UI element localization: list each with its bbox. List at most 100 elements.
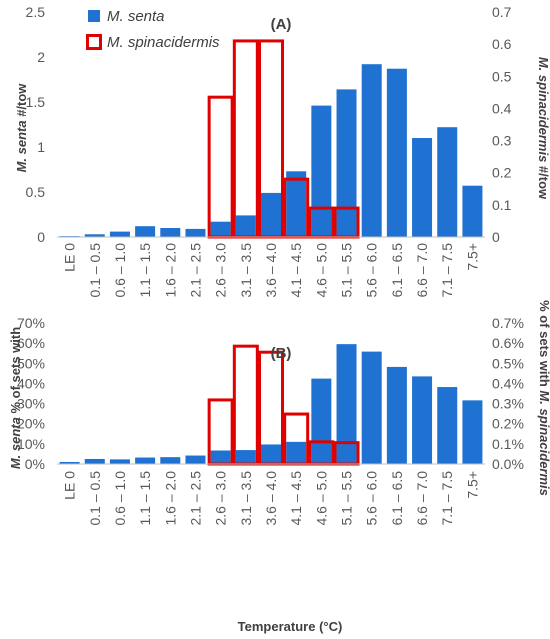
panel-a-right-axis-title-species: M. spinacidermis: [536, 57, 550, 162]
x-tick-label: 5.6 – 6.0: [364, 471, 380, 526]
x-tick-label: 4.1 – 4.5: [288, 243, 304, 298]
left-tick-label: 30%: [17, 396, 45, 412]
right-tick-label: 0.7%: [492, 315, 524, 331]
panel-b-x-ticks: LE 0 0.1 – 0.5 0.6 – 1.0 1.1 – 1.5 1.6 – 2.0…: [62, 471, 481, 526]
x-tick-label: 4.1 – 4.5: [288, 471, 304, 526]
panel-a-right-axis-title-unit: #/tow: [536, 162, 550, 200]
panel-a-left-axis-title-unit: #/tow: [14, 83, 29, 121]
legend-label-senta: M. senta: [107, 8, 165, 25]
left-tick-label: 10%: [17, 436, 45, 452]
bar-senta: [235, 450, 256, 464]
x-tick-label: 0.1 – 0.5: [87, 243, 103, 298]
x-tick-label: 2.6 – 3.0: [213, 471, 229, 526]
panel-b-left-ticks: 0% 10% 20% 30% 40% 50% 60% 70%: [17, 315, 45, 472]
x-tick-label: 3.1 – 3.5: [238, 243, 254, 298]
x-tick-label: 3.6 – 4.0: [263, 471, 279, 526]
left-tick-label: 2: [37, 49, 45, 65]
right-tick-label: 0.5: [492, 68, 512, 84]
panel-b-left-axis-title: M. senta % of sets with: [8, 327, 23, 469]
right-tick-label: 0.4%: [492, 375, 524, 391]
bar-senta: [185, 455, 206, 464]
x-tick-label: 6.6 – 7.0: [414, 243, 430, 298]
bar-senta: [437, 387, 458, 464]
x-tick-label: 7.5+: [464, 243, 480, 271]
bar-senta: [462, 400, 483, 464]
panel-b: 0% 10% 20% 30% 40% 50% 60% 70% 0.0% 0.1% 0.2% 0.3%…: [8, 300, 550, 634]
left-tick-label: 1.5: [26, 94, 46, 110]
panel-b-right-ticks: 0.0% 0.1% 0.2% 0.3% 0.4% 0.5% 0.6% 0.7%: [492, 315, 524, 472]
x-tick-label: 4.6 – 5.0: [313, 471, 329, 526]
panel-b-right-axis-title: % of sets with M. spinacidermis: [537, 300, 550, 496]
panel-b-right-axis-title-unit: % of sets with: [537, 300, 550, 390]
panel-a-left-axis-title-species: M. senta: [14, 120, 29, 172]
panel-a-label: (A): [271, 16, 292, 33]
bar-senta: [109, 231, 130, 237]
panel-b-bars: [59, 344, 483, 466]
x-tick-label: 1.1 – 1.5: [137, 471, 153, 526]
legend-swatch-spinacidermis: [86, 34, 102, 50]
bar-senta: [361, 64, 382, 237]
x-tick-label: 6.6 – 7.0: [414, 471, 430, 526]
right-tick-label: 0.0%: [492, 456, 524, 472]
bar-senta: [210, 450, 231, 464]
right-tick-label: 0.3: [492, 133, 512, 149]
left-tick-label: 0.5: [26, 184, 46, 200]
right-tick-label: 0.1%: [492, 436, 524, 452]
left-tick-label: 0%: [25, 456, 45, 472]
bar-senta: [84, 234, 105, 237]
bar-senta: [84, 458, 105, 464]
panel-b-left-axis-title-unit: % of sets with: [8, 327, 23, 417]
legend-label-spinacidermis: M. spinacidermis: [107, 34, 220, 51]
x-tick-label: 1.1 – 1.5: [137, 243, 153, 298]
left-tick-label: 70%: [17, 315, 45, 331]
panel-a-x-ticks: LE 0 0.1 – 0.5 0.6 – 1.0 1.1 – 1.5 1.6 – 2.0…: [62, 243, 481, 298]
x-tick-label: 1.6 – 2.0: [162, 243, 178, 298]
right-tick-label: 0.4: [492, 100, 512, 116]
legend-swatch-senta: [88, 10, 100, 22]
panel-a: 0 0.5 1 1.5 2 2.5 0 0.1 0.2 0.3 0.4 0.5 0.6 0.7 LE 0…: [14, 4, 550, 298]
bar-senta: [386, 68, 407, 237]
bar-senta: [386, 366, 407, 464]
x-tick-label: 0.6 – 1.0: [112, 471, 128, 526]
x-tick-label: 6.1 – 6.5: [389, 243, 405, 298]
x-tick-label: 0.6 – 1.0: [112, 243, 128, 298]
right-tick-label: 0.6: [492, 36, 512, 52]
left-tick-label: 1: [37, 139, 45, 155]
x-tick-label: 4.6 – 5.0: [313, 243, 329, 298]
x-tick-label: 5.1 – 5.5: [339, 243, 355, 298]
panel-b-x-axis-title: Temperature (°C): [238, 619, 343, 634]
bar-senta: [336, 89, 357, 238]
right-tick-label: 0.3%: [492, 396, 524, 412]
x-tick-label: 6.1 – 6.5: [389, 471, 405, 526]
x-tick-label: 0.1 – 0.5: [87, 471, 103, 526]
panel-a-left-ticks: 0 0.5 1 1.5 2 2.5: [26, 4, 46, 245]
bar-senta: [261, 192, 281, 237]
left-tick-label: 40%: [17, 375, 45, 391]
panel-a-left-axis-title: M. senta #/tow: [14, 83, 29, 173]
bar-senta: [160, 457, 181, 464]
right-tick-label: 0: [492, 229, 500, 245]
bar-senta: [135, 457, 156, 464]
bar-senta: [311, 378, 332, 464]
x-tick-label: 7.1 – 7.5: [439, 243, 455, 298]
right-tick-label: 0.5%: [492, 355, 524, 371]
bar-senta: [135, 226, 156, 237]
x-tick-label: 2.6 – 3.0: [213, 243, 229, 298]
right-tick-label: 0.6%: [492, 335, 524, 351]
right-tick-label: 0.7: [492, 4, 512, 20]
x-tick-label: 5.1 – 5.5: [339, 471, 355, 526]
right-tick-label: 0.2: [492, 165, 512, 181]
x-tick-label: 3.1 – 3.5: [238, 471, 254, 526]
x-tick-label: 7.1 – 7.5: [439, 471, 455, 526]
bar-senta: [462, 185, 483, 237]
bar-senta: [235, 215, 256, 237]
panel-a-right-ticks: 0 0.1 0.2 0.3 0.4 0.5 0.6 0.7: [492, 4, 512, 245]
left-tick-label: 2.5: [26, 4, 46, 20]
panel-b-left-axis-title-species: M. senta: [8, 417, 23, 469]
legend: M. senta M. spinacidermis: [86, 8, 220, 51]
x-tick-label: LE 0: [62, 471, 78, 500]
bar-senta: [160, 228, 181, 237]
bar-senta: [286, 441, 307, 464]
x-tick-label: 2.1 – 2.5: [187, 471, 203, 526]
x-tick-label: 7.5+: [464, 471, 480, 499]
